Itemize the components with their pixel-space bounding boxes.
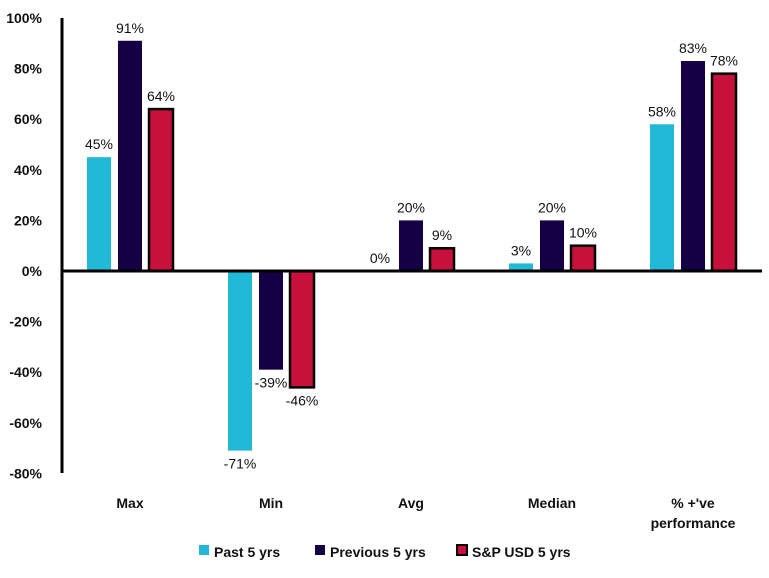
bar [147,107,175,273]
data-label: 20% [397,199,425,215]
bar [228,271,252,451]
data-label: 20% [538,199,566,215]
data-label: 0% [370,250,390,266]
data-label: 9% [432,227,452,243]
legend-label: Previous 5 yrs [330,544,426,560]
bar [569,244,597,273]
data-label: 3% [511,242,531,258]
y-tick-label: -80% [9,465,42,481]
data-label: 64% [147,88,175,104]
legend: Past 5 yrs Previous 5 yrs S&P USD 5 yrs [199,544,571,560]
y-tick-label: -40% [9,364,42,380]
legend-swatch [315,545,325,555]
legend-label: Past 5 yrs [214,544,280,560]
data-label: 10% [569,225,597,241]
data-label: 83% [679,40,707,56]
x-category-label: performance [651,515,736,531]
legend-swatch [199,545,209,555]
legend-label: S&P USD 5 yrs [472,544,571,560]
bar [428,246,456,273]
bar [118,40,142,271]
y-tick-label: -60% [9,415,42,431]
bar [650,124,674,271]
x-category-label: Avg [398,495,424,511]
data-label: 91% [116,20,144,36]
bar [540,220,564,271]
bar [509,263,533,271]
data-label: 58% [648,103,676,119]
y-tick-label: 20% [14,212,43,228]
bar [288,269,316,389]
data-label: 45% [85,136,113,152]
data-label: -71% [224,456,257,472]
bar [681,61,705,272]
legend-swatch [456,544,468,556]
x-category-label: Median [528,495,576,511]
x-category-label: Min [259,495,283,511]
bar [259,271,283,370]
y-tick-label: 60% [14,111,43,127]
y-tick-label: -20% [9,314,42,330]
bar [87,157,111,271]
y-tick-label: 80% [14,61,43,77]
data-label: -46% [286,392,319,408]
bar [399,220,423,271]
x-category-label: % +'ve [671,495,715,511]
bar [710,72,738,273]
y-tick-label: 0% [22,263,43,279]
x-category-label: Max [116,495,143,511]
data-label: -39% [255,375,288,391]
y-tick-label: 40% [14,162,43,178]
data-label: 78% [710,53,738,69]
y-tick-label: 100% [6,10,42,26]
